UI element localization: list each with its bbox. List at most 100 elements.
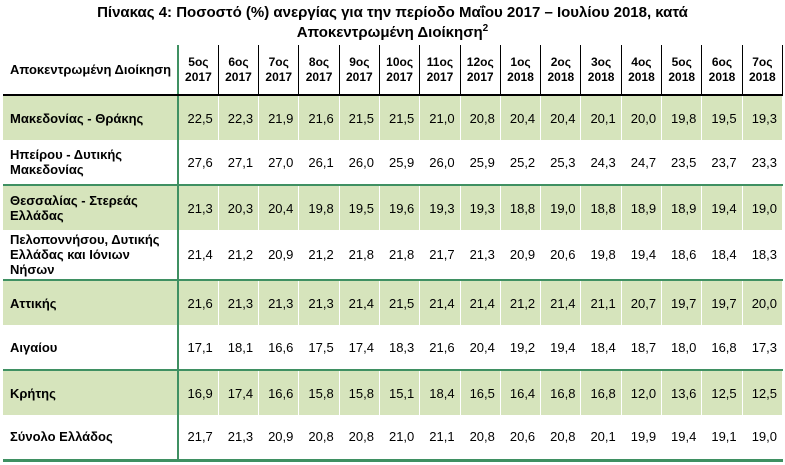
value-cell: 21,2 bbox=[499, 279, 542, 325]
value-cell: 18,0 bbox=[661, 325, 703, 370]
region-column-header: Αποκεντρωμένη Διοίκηση bbox=[3, 45, 179, 96]
value-cell: 20,7 bbox=[620, 279, 663, 325]
value-cell: 21,7 bbox=[419, 230, 461, 280]
value-cell: 19,7 bbox=[701, 279, 743, 325]
value-cell: 21,4 bbox=[419, 279, 461, 325]
month-column-header: 11ος 2017 bbox=[419, 45, 461, 96]
table-row: Ηπείρου - Δυτικής Μακεδονίας 27,6 27,1 27,0… bbox=[3, 140, 784, 185]
value-cell: 18,6 bbox=[661, 230, 703, 280]
value-cell: 21,1 bbox=[580, 279, 622, 325]
value-cell: 12,0 bbox=[620, 369, 663, 415]
month-column-header: 12ος 2017 bbox=[459, 45, 501, 96]
value-cell: 12,5 bbox=[741, 369, 784, 415]
year-label: 2017 bbox=[345, 69, 373, 84]
year-label: 2018 bbox=[547, 69, 575, 84]
value-cell: 15,8 bbox=[338, 369, 380, 415]
region-cell: Μακεδονίας - Θράκης bbox=[3, 94, 179, 140]
value-cell: 17,1 bbox=[177, 325, 219, 370]
table-row: Σύνολο Ελλάδος 21,7 21,3 20,9 20,8 20,8 21,0 21… bbox=[3, 415, 784, 462]
value-cell: 16,6 bbox=[258, 369, 300, 415]
value-cell: 17,3 bbox=[741, 325, 784, 370]
value-cell: 21,6 bbox=[419, 325, 461, 370]
value-cell: 19,0 bbox=[540, 184, 582, 230]
value-cell: 15,8 bbox=[298, 369, 340, 415]
value-cell: 16,4 bbox=[499, 369, 542, 415]
month-label: 6ος bbox=[711, 54, 733, 69]
month-label: 2ος bbox=[550, 54, 571, 69]
value-cell: 21,0 bbox=[378, 415, 421, 462]
value-cell: 26,0 bbox=[338, 140, 380, 185]
value-cell: 18,9 bbox=[620, 184, 663, 230]
value-cell: 25,9 bbox=[459, 140, 501, 185]
value-cell: 20,8 bbox=[540, 415, 582, 462]
value-cell: 19,4 bbox=[701, 184, 743, 230]
value-cell: 20,4 bbox=[499, 94, 542, 140]
value-cell: 19,3 bbox=[419, 184, 461, 230]
year-label: 2018 bbox=[668, 69, 696, 84]
value-cell: 20,0 bbox=[620, 94, 663, 140]
value-cell: 18,8 bbox=[580, 184, 622, 230]
value-cell: 20,8 bbox=[338, 415, 380, 462]
region-cell: Κρήτης bbox=[3, 369, 179, 415]
value-cell: 25,2 bbox=[499, 140, 542, 185]
value-cell: 19,1 bbox=[701, 415, 743, 462]
value-cell: 20,6 bbox=[499, 415, 542, 462]
value-cell: 21,3 bbox=[177, 184, 219, 230]
value-cell: 16,5 bbox=[459, 369, 501, 415]
value-cell: 26,0 bbox=[419, 140, 461, 185]
value-cell: 19,0 bbox=[741, 415, 784, 462]
value-cell: 26,1 bbox=[298, 140, 340, 185]
value-cell: 19,3 bbox=[459, 184, 501, 230]
value-cell: 18,3 bbox=[741, 230, 784, 280]
value-cell: 23,7 bbox=[701, 140, 743, 185]
value-cell: 20,1 bbox=[580, 415, 622, 462]
month-column-header: 9ος 2017 bbox=[338, 45, 380, 96]
value-cell: 21,1 bbox=[419, 415, 461, 462]
value-cell: 20,3 bbox=[217, 184, 260, 230]
table-row: Μακεδονίας - Θράκης 22,5 22,3 21,9 21,6 21,5 2… bbox=[3, 94, 784, 140]
value-cell: 20,4 bbox=[540, 94, 582, 140]
table-row: Αιγαίου 17,1 18,1 16,6 17,5 17,4 18,3 21,6 20,4 1… bbox=[3, 325, 784, 370]
value-cell: 19,4 bbox=[620, 230, 663, 280]
year-label: 2017 bbox=[225, 69, 252, 84]
table-row: Αττικής 21,6 21,3 21,3 21,3 21,4 21,5 21,4 21,4 2… bbox=[3, 279, 784, 325]
value-cell: 21,6 bbox=[177, 279, 219, 325]
value-cell: 19,8 bbox=[580, 230, 622, 280]
value-cell: 19,3 bbox=[741, 94, 784, 140]
value-cell: 18,9 bbox=[661, 184, 703, 230]
value-cell: 21,4 bbox=[540, 279, 582, 325]
month-label: 8ος bbox=[308, 54, 330, 69]
region-cell: Αιγαίου bbox=[3, 325, 179, 370]
table-caption-line2: Αποκεντρωμένη Διοίκηση2 bbox=[296, 23, 489, 42]
value-cell: 27,6 bbox=[177, 140, 219, 185]
year-label: 2018 bbox=[587, 69, 615, 84]
value-cell: 21,6 bbox=[298, 94, 340, 140]
value-cell: 19,9 bbox=[620, 415, 663, 462]
value-cell: 15,1 bbox=[378, 369, 421, 415]
value-cell: 25,3 bbox=[540, 140, 582, 185]
month-label: 9ος bbox=[349, 54, 370, 69]
value-cell: 18,1 bbox=[217, 325, 260, 370]
value-cell: 27,0 bbox=[258, 140, 300, 185]
month-column-header: 7ος 2017 bbox=[258, 45, 300, 96]
value-cell: 12,5 bbox=[701, 369, 743, 415]
month-column-header: 7ος 2018 bbox=[741, 45, 784, 96]
value-cell: 17,5 bbox=[298, 325, 340, 370]
month-column-header: 5ος 2018 bbox=[661, 45, 703, 96]
year-label: 2017 bbox=[466, 69, 494, 84]
region-cell: Ηπείρου - Δυτικής Μακεδονίας bbox=[3, 140, 179, 185]
value-cell: 21,2 bbox=[298, 230, 340, 280]
value-cell: 27,1 bbox=[217, 140, 260, 185]
region-cell: Αττικής bbox=[3, 279, 179, 325]
value-cell: 19,6 bbox=[378, 184, 421, 230]
value-cell: 18,8 bbox=[499, 184, 542, 230]
month-label: 3ος bbox=[590, 54, 612, 69]
unemployment-table: Αποκεντρωμένη Διοίκηση 5ος 2017 6ος 2017 7ος… bbox=[3, 45, 784, 462]
value-cell: 20,4 bbox=[258, 184, 300, 230]
value-cell: 19,7 bbox=[661, 279, 703, 325]
table-row: Πελοποννήσου, Δυτικής Ελλάδας και Ιόνιων… bbox=[3, 230, 784, 280]
value-cell: 16,9 bbox=[177, 369, 219, 415]
value-cell: 21,4 bbox=[177, 230, 219, 280]
year-label: 2017 bbox=[265, 69, 293, 84]
